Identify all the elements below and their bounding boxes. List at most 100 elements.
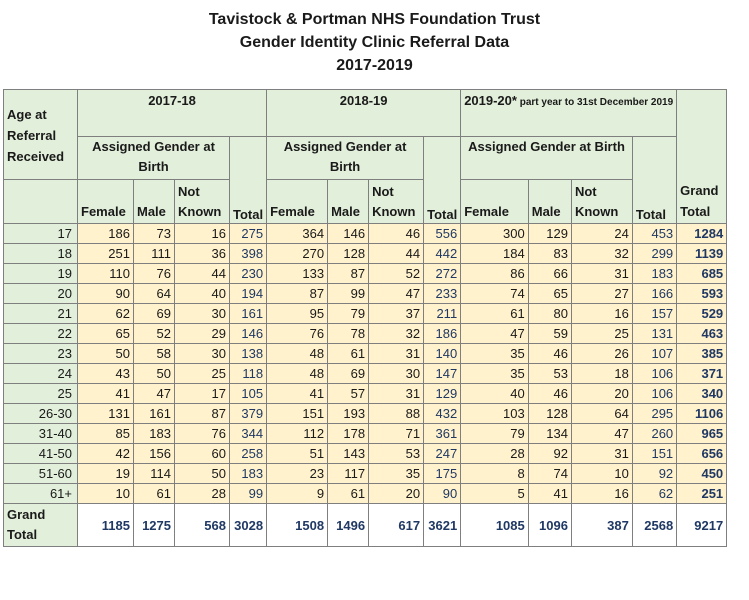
value-cell: 83	[527, 243, 572, 264]
value-cell: 18	[570, 363, 633, 384]
total-header-1-label: Total	[233, 207, 264, 222]
value-cell: 26	[570, 343, 633, 364]
grand-total-cell: 340	[676, 383, 728, 404]
value-cell: 64	[570, 403, 633, 424]
period-total-cell: 275	[228, 223, 268, 244]
value-cell: 86	[460, 263, 529, 284]
value-cell: 111	[133, 243, 175, 264]
period-total-cell: 92	[631, 463, 678, 484]
age-column-spacer	[3, 179, 78, 224]
age-cell: 26-30	[3, 403, 78, 424]
age-cell: 21	[3, 303, 78, 324]
value-cell: 61	[133, 483, 175, 504]
value-cell: 143	[327, 443, 370, 464]
value-cell: 19	[77, 463, 134, 484]
grand-total-cell: 1106	[676, 403, 728, 424]
value-cell: 73	[133, 223, 175, 244]
not-known-header-1: Not Known	[174, 179, 230, 224]
value-cell: 47	[570, 423, 633, 444]
grand-total-cell: 1139	[676, 243, 728, 264]
value-cell: 61	[460, 303, 529, 324]
period-total-cell: 432	[423, 403, 462, 424]
value-cell: 40	[174, 283, 230, 304]
grand-total-cell: 529	[676, 303, 728, 324]
value-cell: 10	[77, 483, 134, 504]
value-cell: 9	[266, 483, 329, 504]
period-2019-20-label: 2019-20*	[464, 93, 517, 108]
table-row: 19 110 76 44 230 133 87 52 272 86 66 31 183 685	[3, 263, 728, 284]
value-cell: 23	[266, 463, 329, 484]
value-cell: 251	[77, 243, 134, 264]
value-cell: 85	[77, 423, 134, 444]
value-cell: 28	[460, 443, 529, 464]
title-line-3: 2017-2019	[336, 57, 413, 74]
period-total-cell: 194	[228, 283, 268, 304]
table-row: 17 186 73 16 275 364 146 46 556 300 129 24 453 1284	[3, 223, 728, 244]
period-total-cell: 556	[423, 223, 462, 244]
value-cell: 25	[174, 363, 230, 384]
value-cell: 36	[174, 243, 230, 264]
grand-total-cell: 251	[676, 483, 728, 504]
value-cell: 134	[527, 423, 572, 444]
value-cell: 156	[133, 443, 175, 464]
value-cell: 103	[460, 403, 529, 424]
period-total-cell: 299	[631, 243, 678, 264]
table-row: 25 41 47 17 105 41 57 31 129 40 46 20 106 340	[3, 383, 728, 404]
value-cell: 35	[460, 363, 529, 384]
period-total-cell: 138	[228, 343, 268, 364]
grand-total-value-cell: 1496	[327, 503, 370, 547]
value-cell: 53	[527, 363, 572, 384]
value-cell: 46	[527, 383, 572, 404]
value-cell: 80	[527, 303, 572, 324]
value-cell: 65	[527, 283, 572, 304]
value-cell: 364	[266, 223, 329, 244]
value-cell: 31	[368, 383, 425, 404]
male-header-1: Male	[133, 179, 175, 224]
grand-total-row-label: Grand Total	[3, 503, 78, 547]
value-cell: 16	[570, 303, 633, 324]
period-total-cell: 453	[631, 223, 678, 244]
value-cell: 35	[368, 463, 425, 484]
grand-total-cell: 385	[676, 343, 728, 364]
value-cell: 31	[570, 263, 633, 284]
period-total-cell: 131	[631, 323, 678, 344]
value-cell: 128	[327, 243, 370, 264]
grand-total-value-cell: 387	[570, 503, 633, 547]
grand-total-row: Grand Total 1185 1275 568 3028 1508 1496 617 362…	[3, 503, 728, 547]
age-cell: 24	[3, 363, 78, 384]
grand-total-value-cell: 1185	[77, 503, 134, 547]
period-total-cell: 344	[228, 423, 268, 444]
period-total-cell: 151	[631, 443, 678, 464]
grand-total-cell: 656	[676, 443, 728, 464]
value-cell: 46	[527, 343, 572, 364]
value-cell: 78	[327, 323, 370, 344]
value-cell: 74	[460, 283, 529, 304]
value-cell: 74	[527, 463, 572, 484]
grand-total-cell: 371	[676, 363, 728, 384]
value-cell: 184	[460, 243, 529, 264]
period-total-cell: 186	[423, 323, 462, 344]
age-cell: 23	[3, 343, 78, 364]
value-cell: 61	[327, 343, 370, 364]
value-cell: 193	[327, 403, 370, 424]
period-total-cell: 107	[631, 343, 678, 364]
period-total-cell: 230	[228, 263, 268, 284]
grand-total-header: Grand Total	[676, 89, 728, 224]
not-known-header-2: Not Known	[368, 179, 425, 224]
value-cell: 65	[77, 323, 134, 344]
total-header-3-label: Total	[635, 207, 666, 222]
period-total-cell: 272	[423, 263, 462, 284]
value-cell: 48	[266, 343, 329, 364]
value-cell: 87	[174, 403, 230, 424]
period-total-cell: 129	[423, 383, 462, 404]
value-cell: 24	[570, 223, 633, 244]
period-total-cell: 398	[228, 243, 268, 264]
period-total-cell: 140	[423, 343, 462, 364]
period-total-cell: 146	[228, 323, 268, 344]
value-cell: 44	[368, 243, 425, 264]
total-header-2: Total	[423, 136, 462, 224]
value-cell: 32	[570, 243, 633, 264]
value-cell: 30	[174, 343, 230, 364]
value-cell: 92	[527, 443, 572, 464]
